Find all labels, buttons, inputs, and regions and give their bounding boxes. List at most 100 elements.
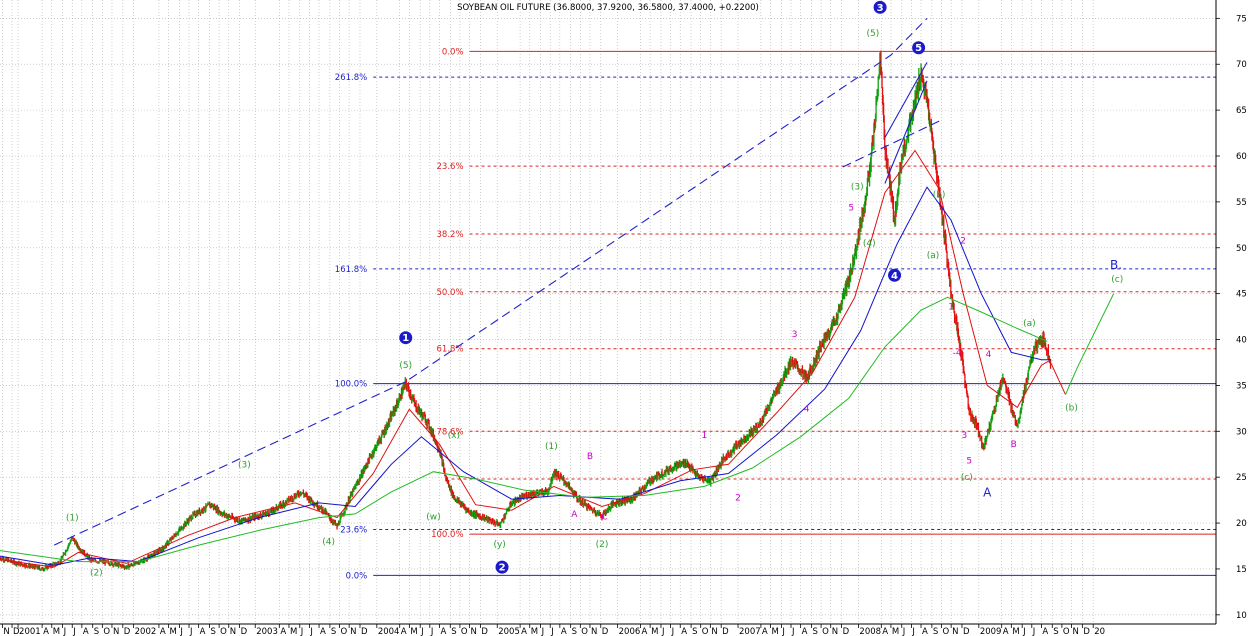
fib-level-label: 23.6%	[437, 162, 464, 172]
x-tick-label: S	[812, 627, 817, 636]
wave-label: 1	[948, 302, 954, 312]
x-tick-label: D	[361, 627, 368, 636]
x-tick-label: M	[531, 627, 538, 636]
x-tick-label: S	[692, 627, 697, 636]
wave-label: 1	[701, 431, 707, 441]
y-tick-label: 50	[1236, 244, 1247, 254]
x-tick-label: A	[922, 627, 928, 636]
chart-title: SOYBEAN OIL FUTURE (36.8000, 37.9200, 36…	[457, 3, 759, 13]
x-tick-label: S	[210, 627, 215, 636]
x-tick-label: 2003	[256, 627, 278, 636]
x-tick-label: J	[791, 627, 795, 636]
x-tick-label: A	[561, 627, 567, 636]
x-tick-label: N	[3, 627, 9, 636]
y-tick-label: 10	[1236, 611, 1247, 621]
trend-line	[842, 120, 940, 168]
x-tick-label: S	[451, 627, 456, 636]
x-tick-label: J	[300, 627, 304, 636]
wave-label: 3	[792, 330, 798, 340]
x-tick-label: A	[83, 627, 89, 636]
x-tick-label: 2006	[619, 627, 641, 636]
wave-label: (1)	[66, 514, 79, 524]
x-tick-label: D	[13, 627, 20, 636]
wave-circle-label: 2	[499, 563, 506, 574]
x-tick-label: M	[410, 627, 417, 636]
y-tick-label: 70	[1236, 60, 1247, 70]
wave-labels: 1 2 3 4 5 (5) (1) (2) (3) (4) (x) (w) (y) (1) (2) (5) (3…	[66, 0, 1123, 579]
trend-line	[884, 80, 928, 184]
x-tick-label: D	[722, 627, 729, 636]
wave-label: (a)	[1023, 319, 1036, 329]
x-tick-label: A	[320, 627, 326, 636]
x-tick-label: 20	[1094, 627, 1105, 636]
x-tick-label: M	[290, 627, 297, 636]
x-tick-label: J	[63, 627, 67, 636]
x-tick-label: D	[963, 627, 970, 636]
wave-label: 4	[986, 350, 992, 360]
x-tick-label: M	[651, 627, 658, 636]
moving-average-green	[0, 296, 1048, 563]
x-tick-label: A	[160, 627, 166, 636]
x-tick-label: J	[550, 627, 554, 636]
projection-down	[1050, 363, 1066, 395]
x-tick-label: M	[53, 627, 60, 636]
wave-label: (4)	[863, 239, 876, 249]
wave-label: 3	[962, 431, 968, 441]
x-tick-label: J	[189, 627, 193, 636]
x-tick-label: S	[331, 627, 336, 636]
x-tick-label: 2002	[135, 627, 157, 636]
x-tick-label: 2001	[19, 627, 41, 636]
wave-circle-marker	[888, 268, 902, 282]
x-tick-label: J	[309, 627, 313, 636]
x-tick-label: O	[461, 627, 468, 636]
wave-circle-label: 3	[877, 3, 884, 14]
x-tick-label: O	[942, 627, 949, 636]
x-tick-label: A	[642, 627, 648, 636]
x-tick-label: A	[882, 627, 888, 636]
y-tick-label: 30	[1236, 427, 1247, 437]
x-tick-label: J	[902, 627, 906, 636]
fib-level-label: 78.6%	[437, 427, 464, 437]
y-tick-label: 15	[1236, 565, 1247, 575]
wave-label: (b)	[933, 191, 946, 201]
x-tick-label: A	[1003, 627, 1009, 636]
y-tick-label: 20	[1236, 519, 1247, 529]
x-tick-label: O	[702, 627, 709, 636]
y-tick-label: 55	[1236, 198, 1247, 208]
x-tick-label: J	[661, 627, 665, 636]
y-tick-label: 40	[1236, 336, 1247, 346]
x-tick-label: J	[541, 627, 545, 636]
x-tick-label: J	[911, 627, 915, 636]
x-tick-label: M	[1012, 627, 1019, 636]
x-tick-label: D	[602, 627, 609, 636]
x-tick-label: O	[341, 627, 348, 636]
wave-circle-marker	[873, 0, 887, 14]
wave-label: (3)	[238, 460, 251, 470]
fib-level-label: 23.6%	[340, 525, 367, 535]
x-tick-label: 2005	[498, 627, 520, 636]
wave-circle-marker	[912, 41, 926, 55]
wave-label: (5)	[399, 361, 412, 371]
fib-level-label: 100.0%	[335, 380, 367, 390]
x-tick-label: 2004	[378, 627, 400, 636]
x-tick-label: D	[124, 627, 131, 636]
moving-average-red	[0, 149, 1052, 568]
x-tick-label: A	[681, 627, 687, 636]
x-tick-label: N	[711, 627, 717, 636]
fib-level-label: 261.8%	[335, 73, 367, 83]
wave-label: -4	[953, 348, 962, 358]
x-tick-label: O	[103, 627, 110, 636]
x-tick-label: M	[170, 627, 177, 636]
wave-label: (3)	[851, 182, 864, 192]
x-tick-label: A	[200, 627, 206, 636]
wave-label: (2)	[596, 540, 609, 550]
fib-level-label: 61.8%	[437, 345, 464, 355]
fibonacci-levels: 0.0%261.8%23.6%38.2%161.8%50.0%61.8%100.…	[335, 47, 1216, 581]
x-tick-label: D	[481, 627, 488, 636]
fib-level-label: 0.0%	[346, 571, 368, 581]
wave-label: (a)	[927, 251, 940, 261]
x-tick-label: O	[581, 627, 588, 636]
x-tick-label: O	[1063, 627, 1070, 636]
